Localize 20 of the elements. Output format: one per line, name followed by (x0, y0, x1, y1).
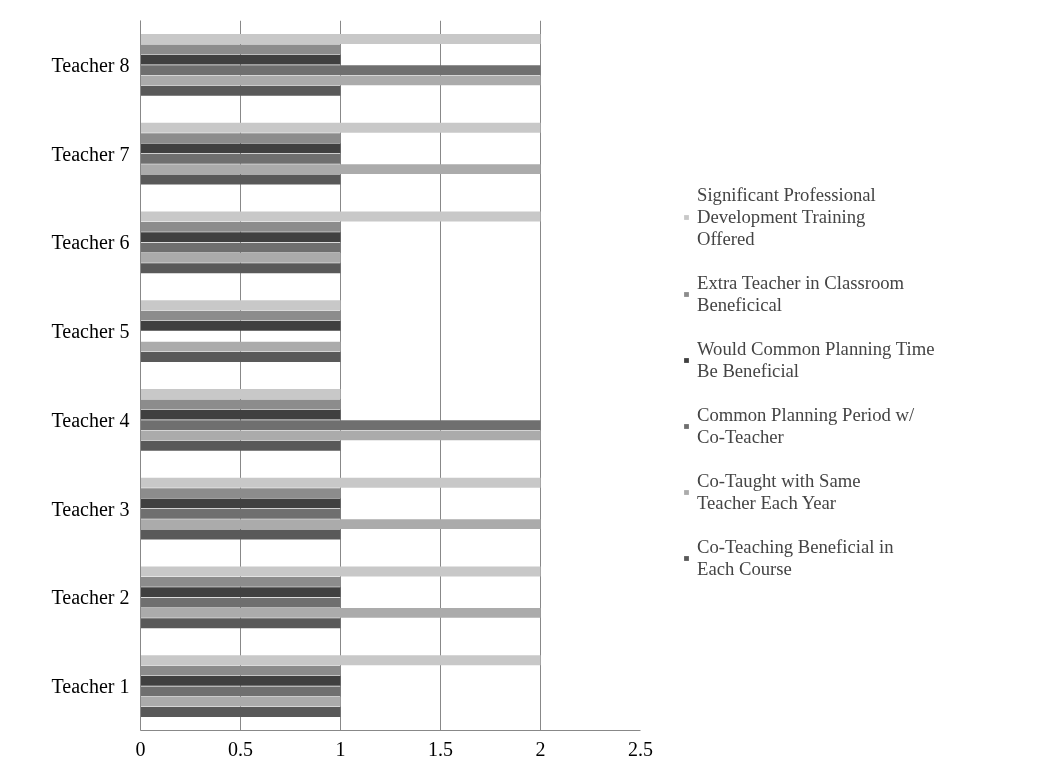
y-tick-label: Teacher 1 (51, 675, 130, 698)
legend-label: Common Planning Period w/ Co-Teacher (697, 404, 915, 448)
legend-label: Significant Professional Development Training Offered (697, 184, 876, 250)
legend-label: Would Common Planning Time Be Beneficial (697, 338, 935, 382)
y-tick-label: Teacher 7 (51, 142, 130, 165)
x-tick-label: 0.5 (228, 737, 253, 760)
x-tick-label: 0 (135, 737, 146, 760)
legend-label: Co-Teaching Beneficial in Each Course (697, 536, 894, 580)
x-tick-label: 1 (335, 737, 346, 760)
y-tick-label: Teacher 4 (51, 408, 130, 431)
legend-label: Co-Taught with Same Teacher Each Year (697, 470, 861, 514)
x-tick-label: 2 (535, 737, 546, 760)
y-tick-label: Teacher 6 (51, 231, 130, 254)
y-tick-label: Teacher 2 (51, 586, 130, 609)
x-tick-label: 2.5 (628, 737, 653, 760)
y-tick-label: Teacher 3 (51, 497, 130, 520)
x-tick-label: 1.5 (428, 737, 453, 760)
legend-label: Extra Teacher in Classroom Beneficical (697, 272, 905, 316)
y-tick-label: Teacher 8 (51, 53, 130, 76)
y-tick-label: Teacher 5 (51, 320, 130, 343)
